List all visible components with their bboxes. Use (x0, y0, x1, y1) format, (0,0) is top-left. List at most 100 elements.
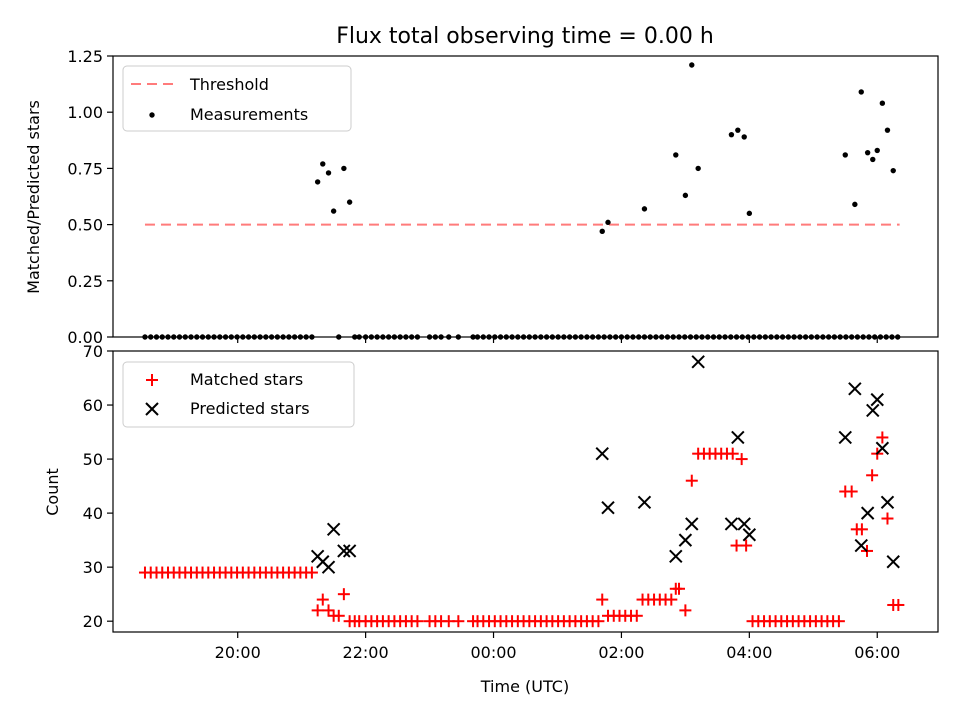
measurement-point (802, 334, 809, 340)
bottom-plot-frame (112, 350, 939, 633)
predicted-star-marker (691, 355, 705, 369)
measurement-point (572, 334, 579, 340)
measurement-point (746, 210, 753, 217)
measurement-point (165, 334, 171, 340)
measurement-point (682, 334, 688, 340)
measurement-point (336, 334, 342, 340)
measurement-point (320, 161, 326, 167)
measurement-point (470, 334, 476, 340)
measurement-point (356, 334, 362, 340)
measurement-point (497, 334, 504, 340)
measurement-point (432, 334, 439, 340)
measurement-point (257, 334, 263, 340)
measurement-point (205, 334, 211, 340)
measurement-point (751, 334, 757, 340)
measurement-point (182, 334, 188, 340)
x-axis-label: Time (UTC) (480, 677, 569, 696)
measurement-point (693, 334, 699, 340)
measurement-point (171, 334, 177, 340)
measurement-point (797, 334, 803, 340)
measurement-point (653, 334, 659, 340)
measurement-point (211, 334, 217, 340)
measurement-point (877, 334, 884, 340)
measurement-point (695, 165, 701, 172)
matched-star-marker (679, 604, 692, 617)
top-y-axis-label: Matched/Predicted stars (24, 100, 43, 294)
top-panel: 0.00 0.25 0.50 0.75 1.00 1.25 Matched/Predict… (24, 47, 939, 347)
measurement-point (391, 334, 398, 340)
top-legend: Threshold Measurements (122, 65, 352, 132)
measurement-point (733, 334, 740, 340)
measurement-point (870, 156, 876, 163)
matched-star-marker (316, 593, 329, 606)
bottom-x-tick-label: 22:00 (343, 643, 389, 662)
predicted-star-marker (860, 506, 875, 520)
measurement-point (647, 334, 653, 340)
predicted-star-marker (685, 517, 699, 531)
measurement-point (884, 127, 891, 133)
measurement-point (455, 334, 462, 340)
predicted-star-marker (848, 382, 862, 396)
measurement-point (589, 334, 596, 340)
measurement-point (837, 334, 843, 340)
predicted-star-marker (669, 549, 683, 564)
top-y-tick-label: 1.00 (67, 103, 103, 122)
measurement-point (745, 334, 751, 340)
measurement-point (374, 334, 380, 340)
measurement-point (722, 334, 728, 340)
matched-star-marker (665, 593, 678, 606)
measurement-point (474, 334, 481, 340)
matched-star-marker (452, 615, 465, 628)
predicted-star-marker (866, 403, 880, 418)
measurement-point (618, 334, 625, 340)
measurement-point (480, 334, 486, 340)
matched-star-marker (332, 609, 345, 622)
measurement-point (825, 334, 832, 340)
measurement-point (509, 334, 515, 340)
measurement-point (676, 334, 682, 340)
measurement-point (762, 334, 769, 340)
legend-measurements-label: Measurements (190, 105, 308, 124)
measurement-point (251, 334, 258, 340)
top-y-tick-label: 0.00 (67, 328, 103, 347)
measurement-point (330, 208, 337, 214)
measurement-point (153, 334, 160, 340)
measurement-point (785, 334, 792, 340)
measurement-point (578, 334, 584, 340)
measurement-point (240, 334, 246, 340)
matched-star-marker (592, 615, 605, 628)
predicted-star-marker (886, 555, 900, 569)
measurement-point (595, 334, 602, 340)
measurement-point (687, 334, 694, 340)
measurement-point (689, 62, 695, 68)
measurement-point (854, 334, 861, 340)
measurement-point (756, 334, 763, 340)
bottom-y-tick-label: 40 (83, 504, 103, 523)
measurement-point (879, 100, 886, 106)
bottom-legend-box (122, 361, 355, 428)
measurement-point (866, 334, 872, 340)
measurement-point (779, 334, 786, 340)
bottom-panel: 20 30 40 50 60 70 20:00 22:00 00:00 02:00 04:00 06… (43, 342, 939, 696)
measurement-point (716, 334, 722, 340)
measurement-point (268, 334, 275, 340)
measurement-point (791, 334, 797, 340)
measurement-point (601, 334, 607, 340)
measurement-point (291, 334, 298, 340)
predicted-star-marker (724, 517, 739, 531)
measurement-point (612, 334, 619, 340)
bottom-x-tick-label: 00:00 (470, 643, 516, 662)
measurement-point (217, 334, 223, 340)
top-y-tick-label: 1.25 (67, 47, 103, 66)
measurement-point (774, 334, 780, 340)
measurement-point (274, 334, 281, 340)
measurement-point (659, 334, 665, 340)
matched-star-marker (322, 604, 335, 617)
measurement-points (142, 62, 901, 340)
predicted-star-marker (854, 538, 868, 553)
predicted-star-marker (838, 430, 852, 445)
measurement-point (426, 334, 433, 340)
matched-star-marker (337, 588, 350, 601)
matched-star-marker (892, 598, 905, 611)
measurement-point (194, 334, 200, 340)
